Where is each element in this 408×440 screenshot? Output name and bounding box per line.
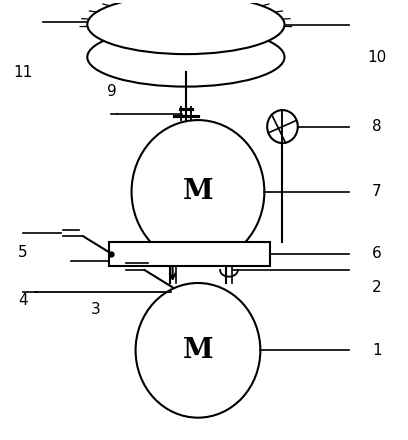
Text: 2: 2 (372, 280, 382, 295)
Text: 10: 10 (368, 50, 387, 65)
Circle shape (267, 110, 298, 143)
Text: 9: 9 (106, 84, 116, 99)
Text: M: M (183, 178, 213, 205)
Bar (109, 242, 271, 266)
Ellipse shape (87, 0, 284, 54)
Text: 6: 6 (372, 246, 382, 261)
Text: 5: 5 (18, 245, 28, 260)
Text: 8: 8 (372, 119, 382, 134)
Text: M: M (183, 337, 213, 364)
Text: 3: 3 (91, 301, 100, 316)
Text: 11: 11 (13, 65, 33, 80)
Text: 7: 7 (372, 184, 382, 199)
Text: 1: 1 (372, 343, 382, 358)
Text: 4: 4 (18, 293, 28, 308)
